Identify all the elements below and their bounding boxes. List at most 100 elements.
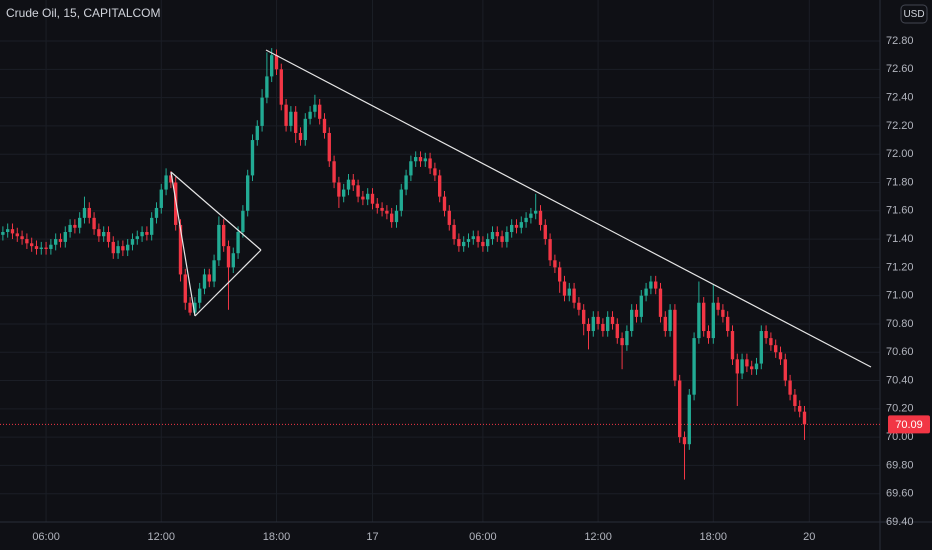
candle-body (82, 207, 87, 218)
candle-body (495, 232, 499, 237)
candle-body (145, 232, 149, 235)
candle-body (428, 158, 432, 169)
candle-body (337, 182, 341, 197)
candle-body (423, 158, 427, 162)
currency-label[interactable]: USD (903, 9, 924, 20)
candle-body (30, 243, 34, 247)
candle-body (452, 224, 456, 240)
candle-body (538, 210, 543, 225)
candle-body (414, 157, 418, 162)
y-tick-label: 71.20 (886, 261, 914, 273)
y-tick-label: 71.80 (886, 176, 914, 188)
candle-body (308, 111, 312, 119)
candle-body (102, 232, 106, 237)
candle-body (399, 189, 403, 211)
candle-body (279, 69, 283, 105)
candle-body (10, 229, 15, 234)
candle-body (466, 239, 471, 242)
candle-body (654, 281, 658, 289)
candle-body (380, 207, 384, 211)
candle-body (514, 224, 519, 228)
candle-body (802, 411, 807, 425)
candle-body (346, 179, 351, 190)
triangle-edge[interactable] (194, 249, 262, 317)
candle-body (409, 161, 413, 176)
candle-body (577, 302, 581, 310)
candle-body (702, 302, 706, 332)
candle-body (447, 210, 451, 225)
candle-body (524, 217, 528, 223)
candle-body (567, 288, 571, 296)
candle-body (246, 175, 250, 211)
candle-body (630, 309, 634, 332)
candle-body (322, 118, 327, 133)
candle-body (462, 241, 466, 247)
y-tick-label: 69.60 (886, 488, 914, 500)
candle-body (6, 229, 10, 232)
candle-body (361, 196, 365, 200)
y-tick-label: 70.80 (886, 318, 914, 330)
last-price-box (888, 415, 930, 434)
y-tick-label: 69.80 (886, 459, 914, 471)
y-tick-label: 71.00 (886, 290, 914, 302)
candle-body (730, 331, 735, 360)
candle-body (198, 288, 202, 303)
candle-body (682, 437, 687, 445)
triangle-edge[interactable] (170, 171, 196, 317)
candle-body (726, 316, 730, 332)
candle-body (500, 236, 504, 242)
currency-button[interactable] (900, 4, 928, 24)
candle-body (169, 175, 173, 183)
candle-body (586, 323, 591, 332)
candle-body (73, 224, 77, 228)
candle-body (658, 288, 663, 317)
candle-body (639, 295, 643, 317)
x-tick-label: 17 (366, 531, 378, 543)
candle-body (44, 247, 48, 249)
last-price-label: 70.09 (895, 419, 923, 431)
candle-body (351, 179, 355, 186)
chart-title: Crude Oil, 15, CAPITALCOM (6, 6, 161, 20)
candle-body (92, 217, 96, 230)
triangle-edge[interactable] (170, 171, 262, 251)
y-tick-label: 72.20 (886, 120, 914, 132)
candle-body (385, 210, 389, 214)
candle-body (87, 207, 91, 218)
candle-body (150, 217, 154, 235)
candle-body (222, 224, 226, 247)
candle-body (111, 241, 115, 254)
candle-body (183, 274, 187, 303)
candle-body (193, 302, 197, 313)
candle-body (486, 239, 490, 247)
candle-body (313, 104, 317, 112)
candle-body (68, 224, 72, 232)
candle-body (298, 132, 303, 141)
candle-body (226, 246, 231, 268)
y-tick-label: 72.80 (886, 35, 914, 47)
candle-body (591, 316, 595, 332)
candle-body (745, 359, 749, 367)
candle-body (471, 236, 475, 240)
candle-body (255, 125, 259, 141)
candle-body (332, 161, 336, 183)
candle-body (250, 140, 255, 176)
candle-body (284, 104, 288, 126)
candle-body (558, 267, 562, 282)
candle-body (135, 236, 139, 240)
candle-body (759, 331, 763, 364)
candle-body (54, 239, 58, 245)
drawings (170, 49, 872, 368)
trend-line[interactable] (265, 49, 872, 368)
candle-body (490, 232, 495, 240)
candle-body (20, 236, 24, 240)
candle-body (519, 222, 523, 228)
candle-body (750, 366, 754, 370)
candle-body (342, 189, 346, 197)
candle-body (265, 76, 269, 98)
candle-body (457, 239, 461, 247)
candle-body (562, 281, 567, 296)
candle-body (582, 309, 586, 324)
candles (1, 48, 807, 480)
